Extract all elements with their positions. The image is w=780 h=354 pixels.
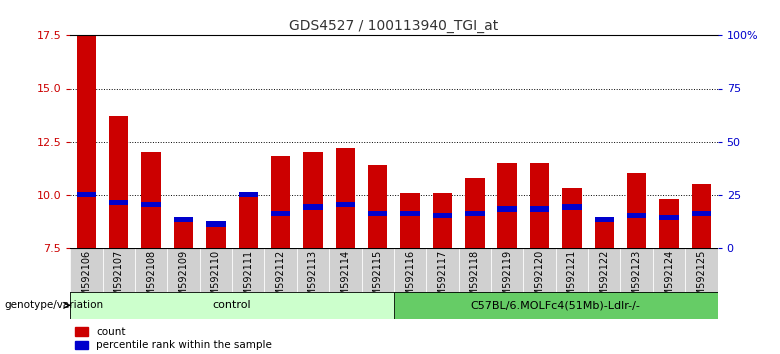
Bar	[594, 217, 614, 222]
Text: GSM592119: GSM592119	[502, 250, 512, 309]
Text: GSM592111: GSM592111	[243, 250, 254, 309]
Bar	[303, 204, 323, 210]
Bar	[530, 206, 549, 212]
Bar	[296, 248, 329, 292]
Bar	[426, 248, 459, 292]
Bar	[692, 184, 711, 248]
Bar	[459, 248, 491, 292]
Text: GSM592113: GSM592113	[308, 250, 318, 309]
Bar	[400, 193, 420, 248]
Bar	[200, 248, 232, 292]
Bar	[620, 248, 653, 292]
Text: GSM592109: GSM592109	[179, 250, 189, 309]
Bar	[594, 220, 614, 248]
Text: GSM592115: GSM592115	[373, 250, 383, 309]
Text: genotype/variation: genotype/variation	[4, 300, 103, 310]
Bar	[433, 213, 452, 218]
Text: GSM592114: GSM592114	[340, 250, 350, 309]
Text: GSM592125: GSM592125	[697, 250, 707, 309]
Bar	[400, 211, 420, 216]
Text: GSM592107: GSM592107	[114, 250, 124, 309]
Text: GSM592106: GSM592106	[81, 250, 91, 309]
Bar	[135, 248, 167, 292]
Text: GSM592122: GSM592122	[599, 250, 609, 309]
Bar	[368, 211, 388, 216]
Bar	[692, 211, 711, 216]
Bar	[465, 211, 484, 216]
Legend: count, percentile rank within the sample: count, percentile rank within the sample	[76, 327, 272, 350]
Bar	[141, 152, 161, 248]
Bar	[523, 248, 555, 292]
Bar	[394, 292, 718, 319]
Bar	[685, 248, 718, 292]
Title: GDS4527 / 100113940_TGI_at: GDS4527 / 100113940_TGI_at	[289, 19, 498, 33]
Bar	[271, 156, 290, 248]
Bar	[368, 165, 388, 248]
Text: GSM592110: GSM592110	[211, 250, 221, 309]
Bar	[109, 116, 129, 248]
Bar	[232, 248, 264, 292]
Bar	[530, 163, 549, 248]
Text: GSM592123: GSM592123	[632, 250, 642, 309]
Bar	[70, 248, 102, 292]
Bar	[555, 248, 588, 292]
Bar	[498, 206, 517, 212]
Bar	[264, 248, 296, 292]
Bar	[659, 215, 679, 220]
Bar	[498, 163, 517, 248]
Bar	[206, 221, 225, 227]
Bar	[303, 152, 323, 248]
Bar	[76, 35, 96, 248]
Bar	[76, 192, 96, 197]
Bar	[659, 199, 679, 248]
Bar	[109, 200, 129, 205]
Bar	[433, 193, 452, 248]
Bar	[174, 220, 193, 248]
Bar	[141, 202, 161, 207]
Bar	[239, 195, 258, 248]
Text: GSM592116: GSM592116	[405, 250, 415, 309]
Bar	[271, 211, 290, 216]
Bar	[361, 248, 394, 292]
Bar	[627, 173, 647, 248]
Bar	[103, 248, 135, 292]
Text: GSM592108: GSM592108	[146, 250, 156, 309]
Text: GSM592117: GSM592117	[438, 250, 448, 309]
Text: GSM592121: GSM592121	[567, 250, 577, 309]
Bar	[167, 248, 200, 292]
Text: GSM592124: GSM592124	[664, 250, 674, 309]
Bar	[562, 188, 582, 248]
Bar	[239, 192, 258, 197]
Bar	[335, 148, 355, 248]
Bar	[394, 248, 426, 292]
Text: control: control	[213, 300, 251, 310]
Text: GSM592112: GSM592112	[275, 250, 285, 309]
Text: GSM592120: GSM592120	[534, 250, 544, 309]
Bar	[465, 178, 484, 248]
Bar	[627, 213, 647, 218]
Bar	[588, 248, 621, 292]
Bar	[335, 202, 355, 207]
Bar	[329, 248, 361, 292]
Bar	[653, 248, 685, 292]
Bar	[491, 248, 523, 292]
Text: GSM592118: GSM592118	[470, 250, 480, 309]
Bar	[206, 224, 225, 248]
Bar	[70, 292, 394, 319]
Bar	[562, 204, 582, 210]
Bar	[174, 217, 193, 222]
Text: C57BL/6.MOLFc4(51Mb)-Ldlr-/-: C57BL/6.MOLFc4(51Mb)-Ldlr-/-	[471, 300, 640, 310]
